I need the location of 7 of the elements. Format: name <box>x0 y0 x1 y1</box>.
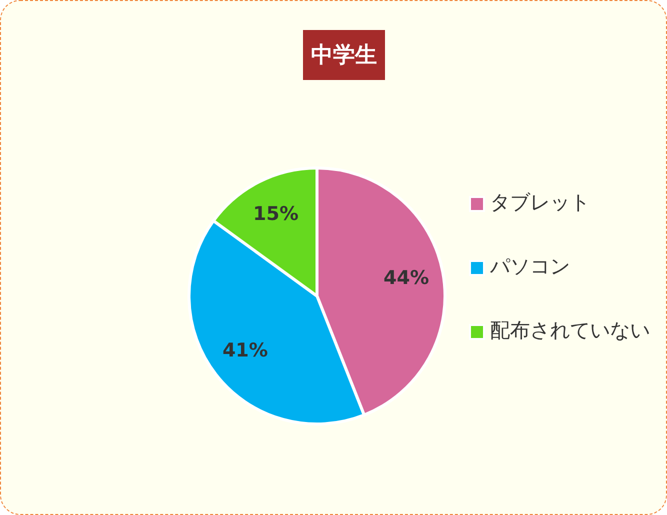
data-label: 41% <box>222 340 268 362</box>
chart-title: 中学生 <box>303 30 385 80</box>
data-label: 15% <box>253 202 298 225</box>
data-label: 44% <box>384 266 430 289</box>
legend-label: パソコン <box>489 254 570 278</box>
legend-label: タブレット <box>490 190 590 214</box>
legend-label: 配布されていない <box>490 318 650 342</box>
